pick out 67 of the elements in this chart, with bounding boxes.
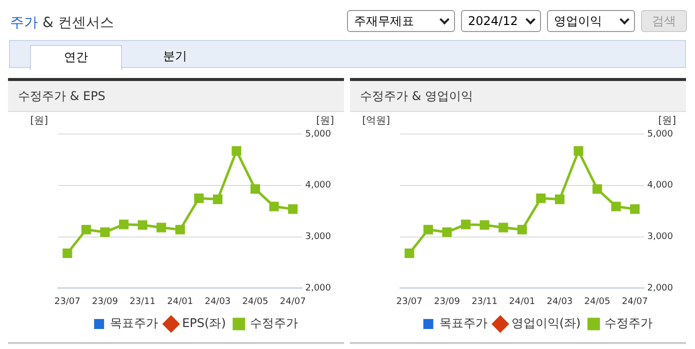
dropdown: 2024/12 [461,10,541,32]
point [460,220,471,230]
point [611,202,621,212]
button: 검색 [641,10,687,32]
text: 주가 & 컨센서스 [10,14,114,32]
point [232,146,242,156]
legend-label: EPS(좌) [182,316,226,330]
x-tick-label: 23/09 [434,296,460,307]
point [536,193,546,204]
legend-label: 수정주가 [250,316,298,330]
y2-tick-label: 5,000 [305,129,332,140]
legend-label: 목표주가 [110,316,158,330]
point [62,248,72,258]
x-tick-label: 23/11 [472,296,498,307]
x-tick-label: 24/01 [167,296,194,307]
x-tick-label: 23/07 [54,296,80,307]
x-tick-label: 24/05 [242,296,268,307]
point [592,184,602,194]
y2-tick-label: 3,000 [305,232,332,242]
legend-label: 영업이익(좌) [511,316,581,330]
y2-axis-title: [원] [658,116,676,127]
point [480,220,490,230]
x-tick-label: 24/07 [622,296,648,307]
point [138,220,148,230]
dropdown: 주재무제표 [347,10,455,32]
y2-tick-label: 2,000 [305,284,332,294]
point [175,224,185,234]
point [498,222,508,232]
x-tick-label: 24/01 [509,296,536,307]
y2-axis-title: [원] [316,116,334,127]
point [269,202,279,212]
y2-tick-label: 2,000 [647,284,674,294]
y2-tick-label: 5,000 [647,129,674,140]
point [442,227,452,237]
point [250,184,260,194]
x-tick-label: 23/11 [130,296,156,307]
legend-label: 수정주가 [604,316,653,330]
x-tick-label: 24/03 [204,296,231,307]
point [194,193,204,204]
x-tick-label: 23/09 [92,296,118,307]
point [574,146,584,156]
point [118,220,129,230]
dropdown: 영업이익 [547,10,635,32]
y-axis-title: [억원] [362,116,390,127]
point [156,222,166,232]
y2-tick-label: 4,000 [305,180,332,191]
point [212,194,222,204]
text: 연간 [30,45,122,70]
x-tick-label: 23/07 [396,296,422,307]
x-tick-label: 24/05 [584,296,610,307]
chart-title: 수정주가 & EPS [8,81,344,112]
point [404,248,414,258]
x-tick-label: 24/03 [546,296,573,307]
y2-tick-label: 3,000 [647,232,674,242]
point [81,224,91,234]
chart-title: 수정주가 & 영업이익 [350,81,686,112]
text: 분기 [162,48,188,65]
point [100,227,110,237]
point [630,204,640,214]
y2-tick-label: 4,000 [647,180,674,191]
point [517,224,527,234]
x-tick-label: 24/07 [280,296,306,307]
y-axis-title: [원] [30,116,48,127]
legend-label: 목표주가 [439,316,488,330]
point [554,194,564,204]
point [423,224,433,234]
point [288,204,298,214]
